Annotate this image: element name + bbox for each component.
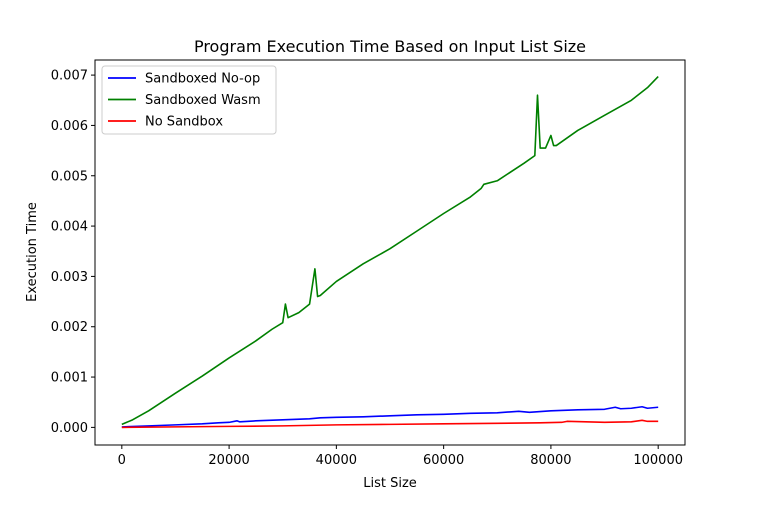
x-tick-label: 60000	[423, 453, 464, 468]
series-line-no-sandbox	[121, 419, 659, 429]
legend-label: Sandboxed No-op	[145, 72, 260, 87]
chart-title: Program Execution Time Based on Input Li…	[194, 37, 586, 56]
y-tick-label: 0.007	[51, 69, 88, 84]
y-tick-label: 0.002	[51, 320, 88, 335]
x-axis: 0 20000 40000 60000 80000 100000	[118, 445, 683, 468]
x-tick-label: 0	[118, 453, 126, 468]
plot-frame	[94, 59, 686, 446]
legend-label: No Sandbox	[145, 115, 223, 130]
plot-area	[94, 59, 686, 446]
y-axis-label: Execution Time	[25, 202, 40, 302]
y-tick-label: 0.006	[51, 119, 88, 134]
series-line-sandboxed-no-op	[121, 405, 659, 428]
x-axis-label: List Size	[363, 476, 417, 491]
y-tick-label: 0.001	[51, 371, 88, 386]
legend-label: Sandboxed Wasm	[145, 93, 261, 108]
y-tick-label: 0.004	[51, 220, 88, 235]
y-tick-label: 0.005	[51, 169, 88, 184]
y-tick-label: 0.003	[51, 270, 88, 285]
legend: Sandboxed No-op Sandboxed Wasm No Sandbox	[101, 65, 277, 135]
y-tick-label: 0.000	[51, 421, 88, 436]
series-line-sandboxed-wasm	[121, 76, 659, 426]
series-lines	[121, 76, 659, 429]
x-tick-label: 20000	[208, 453, 249, 468]
x-tick-label: 80000	[530, 453, 571, 468]
y-axis: 0.000 0.001 0.002 0.003 0.004 0.005 0.006 0.007	[51, 69, 95, 436]
legend-box	[101, 65, 277, 135]
x-tick-label: 100000	[633, 453, 683, 468]
x-tick-label: 40000	[316, 453, 357, 468]
